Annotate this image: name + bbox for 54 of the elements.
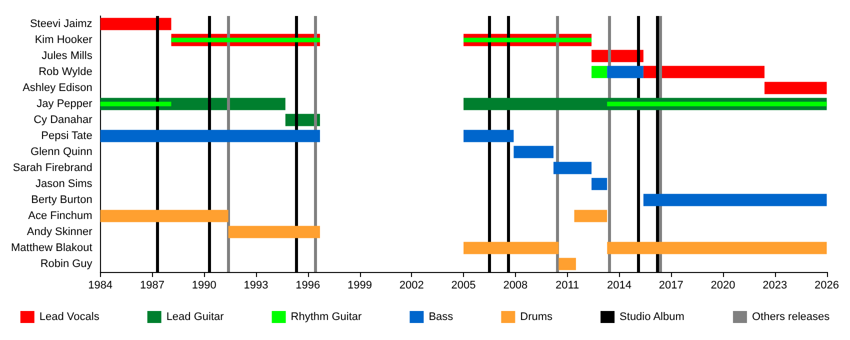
y-tick-label: Kim Hooker xyxy=(34,34,93,46)
y-tick-label: Matthew Blakout xyxy=(10,242,92,254)
bar xyxy=(607,66,644,78)
y-tick-label: Robin Guy xyxy=(40,258,93,270)
bar xyxy=(228,226,320,238)
bar xyxy=(574,210,608,222)
x-tick-label: 2014 xyxy=(606,280,632,292)
bar xyxy=(558,258,576,270)
x-tick-label: 2005 xyxy=(451,280,476,292)
y-tick-label: Jason Sims xyxy=(35,178,93,190)
x-tick-label: 1987 xyxy=(140,280,164,292)
legend-label: Drums xyxy=(520,311,554,323)
x-tick-label: 2017 xyxy=(658,280,684,292)
bar xyxy=(592,178,608,190)
y-tick-label: Glenn Quinn xyxy=(30,146,92,158)
bar xyxy=(607,242,827,254)
legend-label: Lead Guitar xyxy=(166,311,224,323)
x-tick-label: 1996 xyxy=(296,280,320,292)
x-tick-label: 2002 xyxy=(399,280,424,292)
bar xyxy=(514,146,554,158)
y-tick-label: Jules Mills xyxy=(42,50,93,62)
y-tick-label: Rob Wylde xyxy=(38,66,92,78)
bar xyxy=(643,66,764,78)
y-tick-label: Cy Danahar xyxy=(34,114,93,126)
bar xyxy=(764,82,827,94)
legend-label: Rhythm Guitar xyxy=(290,311,362,323)
y-tick-label: Jay Pepper xyxy=(36,98,93,110)
legend-label: Bass xyxy=(428,311,454,323)
bar xyxy=(643,194,827,206)
x-tick-label: 1993 xyxy=(244,280,268,292)
x-tick-label: 2008 xyxy=(503,280,528,292)
y-tick-label: Pepsi Tate xyxy=(41,130,92,142)
bar xyxy=(100,130,320,142)
y-tick-label: Ace Finchum xyxy=(28,210,92,222)
legend-label: Lead Vocals xyxy=(39,311,100,323)
bar xyxy=(464,130,514,142)
x-tick-label: 1999 xyxy=(348,280,372,292)
bar xyxy=(100,18,172,30)
x-tick-label: 2026 xyxy=(814,280,840,292)
y-tick-label: Andy Skinner xyxy=(26,226,93,238)
y-tick-label: Ashley Edison xyxy=(22,82,92,94)
legend-label: Studio Album xyxy=(620,311,684,323)
y-tick-label: Berty Burton xyxy=(31,194,92,206)
x-tick-label: 2020 xyxy=(710,280,736,292)
x-tick-label: 2023 xyxy=(762,280,788,292)
x-tick-label: 2011 xyxy=(555,280,580,292)
bar xyxy=(464,242,559,254)
bar xyxy=(553,162,592,174)
x-tick-label: 1984 xyxy=(88,280,113,292)
legend-label: Others releases xyxy=(752,311,830,323)
x-tick-label: 1990 xyxy=(192,280,216,292)
bar xyxy=(100,210,228,222)
y-tick-label: Sarah Firebrand xyxy=(12,162,92,174)
y-tick-label: Steevi Jaimz xyxy=(30,18,92,30)
